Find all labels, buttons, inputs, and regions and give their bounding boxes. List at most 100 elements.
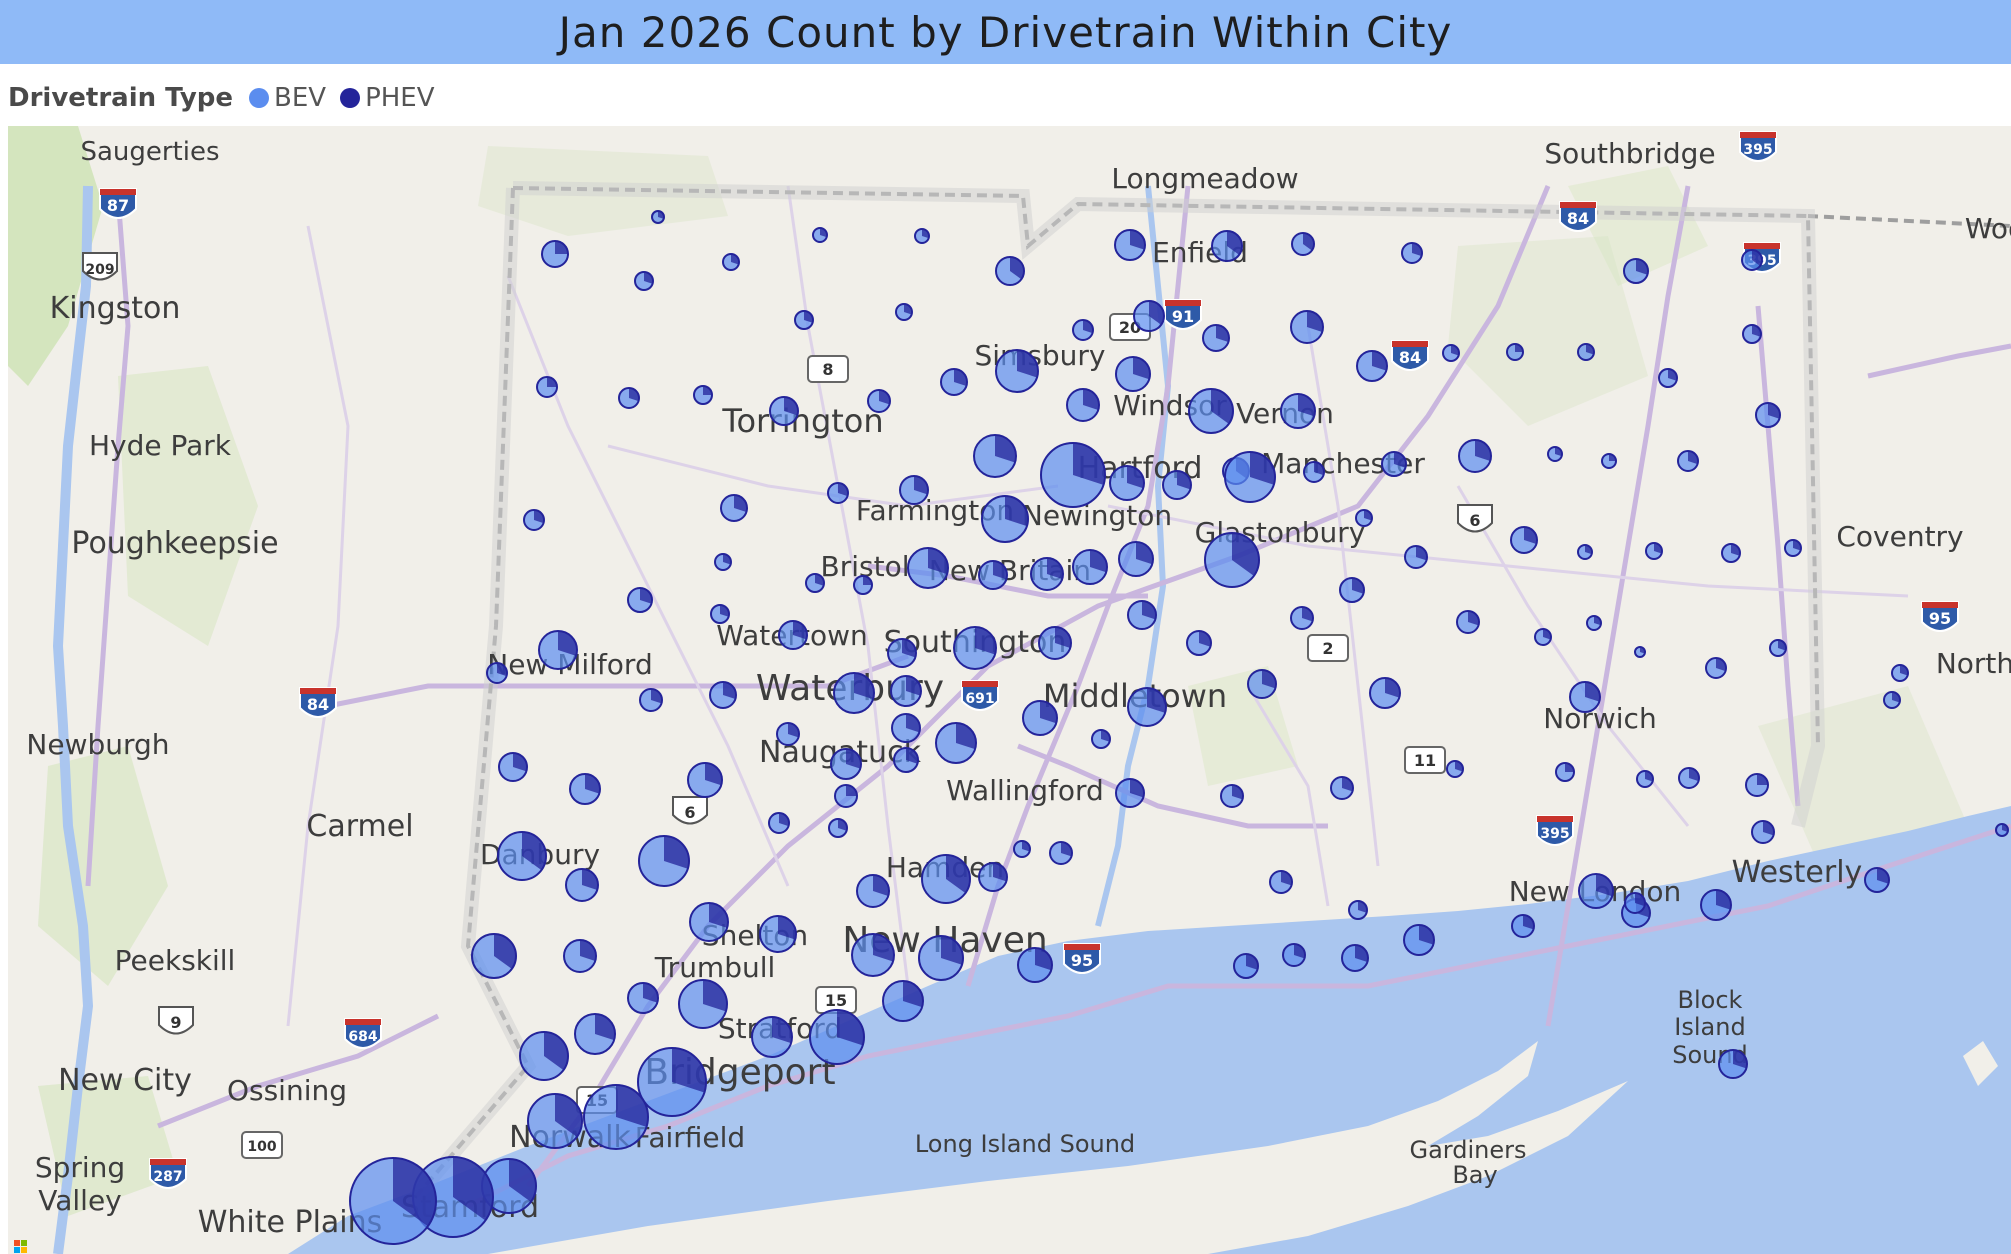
city-pie-markers[interactable]: [349, 210, 2009, 1245]
city-pie-marker[interactable]: [1755, 402, 1781, 428]
city-pie-marker[interactable]: [1188, 388, 1234, 434]
city-pie-marker[interactable]: [1577, 343, 1595, 361]
city-pie-marker[interactable]: [1586, 615, 1602, 631]
city-pie-marker[interactable]: [768, 812, 790, 834]
city-pie-marker[interactable]: [827, 482, 849, 504]
city-pie-marker[interactable]: [907, 547, 949, 589]
city-pie-marker[interactable]: [1511, 914, 1535, 938]
city-pie-marker[interactable]: [1458, 439, 1492, 473]
city-pie-marker[interactable]: [498, 752, 528, 782]
city-pie-marker[interactable]: [1658, 368, 1678, 388]
city-pie-marker[interactable]: [497, 831, 547, 881]
city-pie-marker[interactable]: [1233, 953, 1259, 979]
city-pie-marker[interactable]: [935, 722, 977, 764]
city-pie-marker[interactable]: [720, 494, 748, 522]
city-pie-marker[interactable]: [895, 303, 913, 321]
city-pie-marker[interactable]: [1578, 873, 1614, 909]
city-pie-marker[interactable]: [523, 509, 545, 531]
city-pie-marker[interactable]: [651, 210, 665, 224]
city-pie-marker[interactable]: [1202, 324, 1230, 352]
city-pie-marker[interactable]: [1290, 310, 1324, 344]
city-pie-marker[interactable]: [1677, 450, 1699, 472]
city-pie-marker[interactable]: [1742, 324, 1762, 344]
city-pie-marker[interactable]: [830, 748, 862, 780]
city-pie-marker[interactable]: [769, 396, 799, 426]
city-pie-marker[interactable]: [638, 835, 690, 887]
city-pie-marker[interactable]: [634, 271, 654, 291]
city-pie-marker[interactable]: [1114, 229, 1146, 261]
city-pie-marker[interactable]: [1291, 232, 1315, 256]
city-pie-marker[interactable]: [867, 389, 891, 413]
city-pie-marker[interactable]: [1115, 778, 1145, 808]
city-pie-marker[interactable]: [1072, 319, 1094, 341]
city-pie-marker[interactable]: [1645, 542, 1663, 560]
city-pie-marker[interactable]: [759, 915, 797, 953]
city-pie-marker[interactable]: [1769, 639, 1787, 657]
city-pie-marker[interactable]: [828, 818, 848, 838]
city-pie-marker[interactable]: [891, 713, 921, 743]
city-pie-marker[interactable]: [1569, 681, 1601, 713]
city-pie-marker[interactable]: [1601, 453, 1617, 469]
city-pie-marker[interactable]: [914, 228, 930, 244]
city-pie-marker[interactable]: [1784, 539, 1802, 557]
city-pie-marker[interactable]: [812, 227, 828, 243]
city-pie-marker[interactable]: [1269, 870, 1293, 894]
city-pie-marker[interactable]: [1555, 762, 1575, 782]
city-pie-marker[interactable]: [1506, 343, 1524, 361]
city-pie-marker[interactable]: [1204, 532, 1260, 588]
city-pie-marker[interactable]: [794, 310, 814, 330]
city-pie-marker[interactable]: [1091, 729, 1111, 749]
city-pie-marker[interactable]: [834, 784, 858, 808]
city-pie-marker[interactable]: [1280, 393, 1316, 429]
city-pie-marker[interactable]: [1348, 900, 1368, 920]
city-pie-marker[interactable]: [1133, 300, 1165, 332]
city-pie-marker[interactable]: [1678, 767, 1700, 789]
legend-item-phev[interactable]: PHEV: [340, 83, 435, 113]
city-pie-marker[interactable]: [978, 560, 1008, 590]
city-pie-marker[interactable]: [1040, 442, 1106, 508]
city-pie-marker[interactable]: [1891, 664, 1909, 682]
city-pie-marker[interactable]: [1290, 606, 1314, 630]
city-pie-marker[interactable]: [893, 747, 919, 773]
city-pie-marker[interactable]: [851, 933, 895, 977]
city-pie-marker[interactable]: [1634, 646, 1646, 658]
city-pie-marker[interactable]: [1369, 677, 1401, 709]
city-pie-marker[interactable]: [541, 240, 569, 268]
city-pie-marker[interactable]: [1705, 657, 1727, 679]
city-pie-marker[interactable]: [1883, 691, 1901, 709]
city-pie-marker[interactable]: [921, 854, 971, 904]
city-pie-marker[interactable]: [1013, 840, 1031, 858]
city-pie-marker[interactable]: [1127, 600, 1157, 630]
city-pie-marker[interactable]: [776, 722, 800, 746]
city-pie-marker[interactable]: [1303, 461, 1325, 483]
city-pie-marker[interactable]: [1339, 577, 1365, 603]
city-pie-marker[interactable]: [627, 982, 659, 1014]
city-pie-marker[interactable]: [618, 387, 640, 409]
city-pie-marker[interactable]: [1247, 669, 1277, 699]
city-pie-marker[interactable]: [1341, 944, 1369, 972]
city-pie-marker[interactable]: [527, 1093, 583, 1149]
city-pie-marker[interactable]: [1356, 350, 1388, 382]
city-pie-marker[interactable]: [1403, 924, 1435, 956]
city-pie-marker[interactable]: [856, 874, 890, 908]
city-pie-marker[interactable]: [709, 681, 737, 709]
city-pie-marker[interactable]: [1995, 823, 2009, 837]
city-pie-marker[interactable]: [1282, 943, 1306, 967]
city-pie-marker[interactable]: [1547, 446, 1563, 462]
city-pie-marker[interactable]: [973, 434, 1017, 478]
city-pie-marker[interactable]: [710, 604, 730, 624]
city-pie-marker[interactable]: [1534, 628, 1552, 646]
city-pie-marker[interactable]: [1118, 541, 1154, 577]
city-pie-marker[interactable]: [1456, 610, 1480, 634]
city-pie-marker[interactable]: [978, 862, 1008, 892]
city-pie-marker[interactable]: [882, 980, 924, 1022]
city-pie-marker[interactable]: [722, 253, 740, 271]
city-pie-marker[interactable]: [1330, 776, 1354, 800]
city-pie-marker[interactable]: [1577, 544, 1593, 560]
city-pie-marker[interactable]: [1355, 509, 1373, 527]
city-pie-marker[interactable]: [1381, 451, 1407, 477]
city-pie-marker[interactable]: [1049, 841, 1073, 865]
city-pie-marker[interactable]: [486, 662, 508, 684]
city-pie-marker[interactable]: [1700, 889, 1732, 921]
city-pie-marker[interactable]: [1109, 465, 1145, 501]
